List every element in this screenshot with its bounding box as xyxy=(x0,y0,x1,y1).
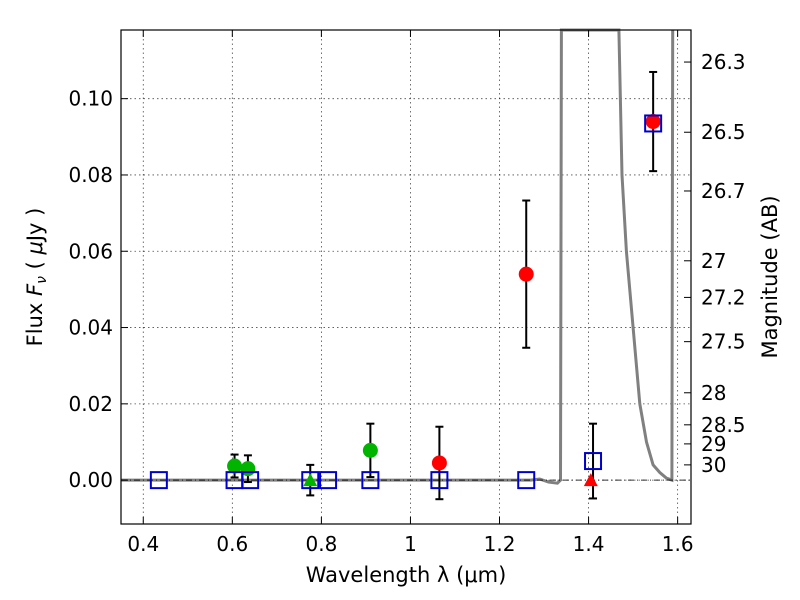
filter-throughput-curve xyxy=(121,28,675,485)
x-axis-title: Wavelength λ (μm) xyxy=(306,563,507,587)
y2-tick-label: 27.2 xyxy=(701,285,746,309)
data-point-triangle xyxy=(583,473,598,487)
y2-tick-label: 28.5 xyxy=(701,413,746,437)
y-tick-label: 0.08 xyxy=(68,163,113,187)
data-point-square xyxy=(584,452,603,471)
data-point-square xyxy=(644,114,663,133)
data-point-circle xyxy=(645,114,661,130)
x-tick-label: 0.4 xyxy=(127,532,159,556)
y-tick-label: 0.02 xyxy=(68,392,113,416)
y2-tick-label: 28 xyxy=(701,381,726,405)
x-tick-label: 1 xyxy=(404,532,417,556)
y-tick-label: 0.10 xyxy=(68,87,113,111)
y-tick-label: 0.04 xyxy=(68,316,113,340)
y2-tick-label: 26.7 xyxy=(701,179,746,203)
y2-tick-label: 29 xyxy=(701,432,726,456)
x-tick-label: 1.2 xyxy=(484,532,516,556)
data-point-square xyxy=(517,471,536,490)
y2-axis-title: Magnitude (AB) xyxy=(758,195,782,358)
ticks: 0.4 0.6 0.8 1 1.2 1.4 1.6 0.00 0.02 0.04 0.06 0.08 0… xyxy=(68,30,746,556)
y2-tick-label: 26.5 xyxy=(701,120,746,144)
y2-tick-label: 27 xyxy=(701,249,726,273)
x-tick-label: 1.4 xyxy=(573,532,605,556)
data-point-triangle xyxy=(303,473,318,487)
error-bars xyxy=(230,70,658,501)
x-tick-label: 0.6 xyxy=(216,532,248,556)
data-point-square xyxy=(361,471,380,490)
y2-tick-label: 26.3 xyxy=(701,50,746,74)
data-point-circle xyxy=(518,266,534,282)
y-axis-title: Flux Fν ( μJy ) xyxy=(23,208,50,347)
x-tick-label: 1.6 xyxy=(662,532,694,556)
y-tick-label: 0.06 xyxy=(68,239,113,263)
y-tick-label: 0.00 xyxy=(68,468,113,492)
data-point-square xyxy=(430,471,449,490)
data-point-square xyxy=(319,471,338,490)
x-tick-label: 0.8 xyxy=(305,532,337,556)
grid xyxy=(121,30,691,524)
data-point-circle xyxy=(362,442,378,458)
y2-tick-label: 30 xyxy=(701,453,726,477)
filter-curve xyxy=(121,28,675,485)
data-point-square xyxy=(301,471,320,490)
data-point-square xyxy=(241,471,260,490)
plot-frame xyxy=(120,29,692,525)
data-markers xyxy=(149,114,663,490)
data-point-square xyxy=(149,471,168,490)
y2-tick-label: 27.5 xyxy=(701,330,746,354)
data-point-circle xyxy=(227,458,243,474)
data-point-circle xyxy=(431,455,447,471)
